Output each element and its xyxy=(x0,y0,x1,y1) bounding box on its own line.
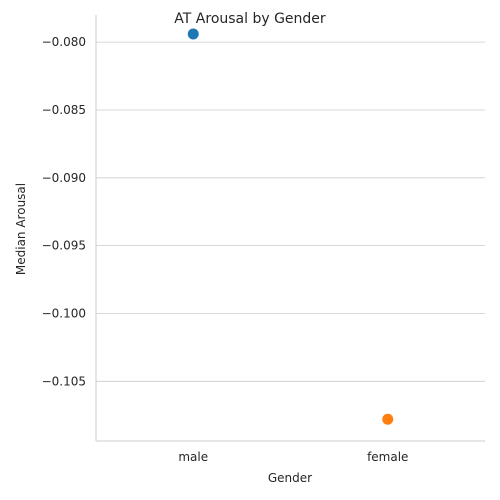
grid-lines xyxy=(96,42,485,381)
y-tick-label: −0.080 xyxy=(42,35,86,49)
y-tick-label: −0.085 xyxy=(42,103,86,117)
y-tick-labels: −0.080 −0.085 −0.090 −0.095 −0.100 −0.105 xyxy=(42,35,86,388)
data-point-male xyxy=(188,28,199,39)
y-tick-label: −0.105 xyxy=(42,374,86,388)
y-tick-label: −0.095 xyxy=(42,239,86,253)
data-points xyxy=(188,28,394,424)
x-tick-labels: male female xyxy=(178,450,408,464)
x-tick-label: female xyxy=(367,450,408,464)
x-tick-label: male xyxy=(178,450,208,464)
y-tick-label: −0.090 xyxy=(42,171,86,185)
x-axis-label: Gender xyxy=(268,471,312,485)
data-point-female xyxy=(382,414,393,425)
y-axis-label: Median Arousal xyxy=(14,183,28,275)
y-tick-label: −0.100 xyxy=(42,306,86,320)
axes xyxy=(96,15,485,441)
chart-title: AT Arousal by Gender xyxy=(174,11,326,27)
